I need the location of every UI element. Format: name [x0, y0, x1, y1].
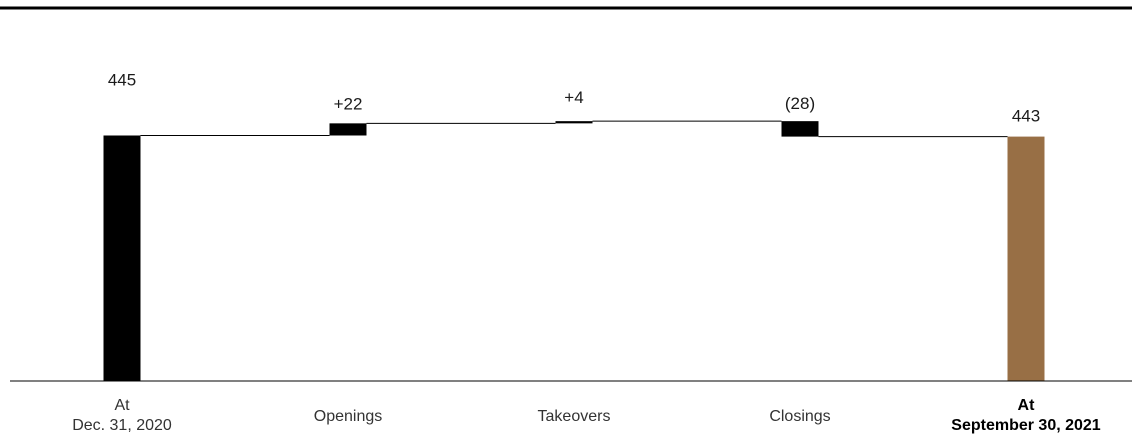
category-label-4-line-0: At — [1018, 397, 1036, 414]
bar-4 — [1007, 136, 1045, 381]
category-label-4: At September 30, 2021 — [951, 397, 1101, 434]
value-label-3: (28) — [785, 94, 815, 113]
category-label-2: Takeovers — [538, 408, 611, 425]
bars-layer — [103, 120, 1045, 381]
bar-0 — [103, 135, 141, 381]
value-label-1: +22 — [334, 94, 363, 113]
value-label-0: 445 — [108, 70, 136, 89]
bar-1 — [329, 123, 367, 136]
bar-2 — [555, 121, 593, 124]
labels-layer: 445 +22 +4 (28) 443 At Dec. 31, 2020 Openings Ta… — [72, 70, 1101, 434]
category-label-3: Closings — [769, 408, 830, 425]
bar-3 — [781, 121, 819, 137]
category-label-1: Openings — [314, 408, 383, 425]
category-label-0-line-0: At — [114, 397, 130, 414]
category-label-2-line-0: Takeovers — [538, 408, 611, 425]
category-label-3-line-0: Closings — [769, 408, 830, 425]
value-label-2: +4 — [564, 88, 583, 107]
category-label-1-line-0: Openings — [314, 408, 383, 425]
value-label-4: 443 — [1012, 107, 1040, 126]
category-label-0-line-1: Dec. 31, 2020 — [72, 417, 172, 434]
category-label-4-line-1: September 30, 2021 — [951, 417, 1101, 434]
category-label-0: At Dec. 31, 2020 — [72, 397, 172, 434]
